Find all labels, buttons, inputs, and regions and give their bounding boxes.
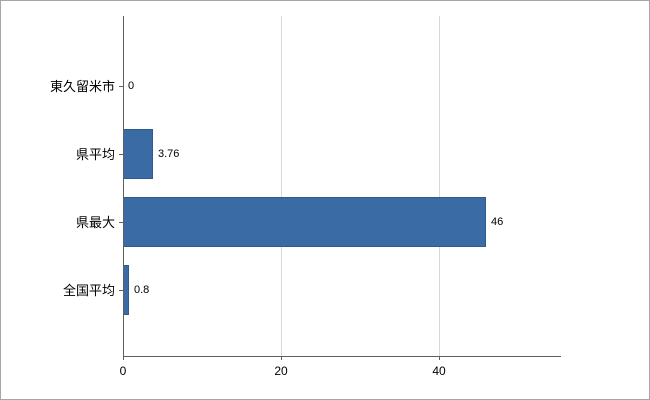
category-label: 県平均: [75, 147, 115, 162]
value-label: 46: [491, 216, 504, 228]
x-tick-label: 20: [274, 364, 288, 378]
bar-2: [123, 129, 153, 179]
value-label: 3.76: [158, 148, 180, 160]
x-tick-label: 0: [119, 364, 127, 378]
category-label: 東久留米市: [49, 79, 115, 94]
x-axis: [123, 356, 561, 357]
x-tick-label: 40: [432, 364, 446, 378]
bar-3: [123, 197, 486, 247]
value-label: 0: [128, 80, 135, 92]
x-tick-mark: [439, 356, 440, 360]
x-tick-mark: [123, 356, 124, 360]
gridline-x40: [439, 16, 440, 356]
y-tick-mark: [119, 154, 123, 155]
category-label: 県最大: [75, 215, 115, 230]
gridline-x20: [281, 16, 282, 356]
y-tick-mark: [119, 290, 123, 291]
y-tick-mark: [119, 222, 123, 223]
value-label: 0.8: [134, 284, 150, 296]
y-tick-mark: [119, 86, 123, 87]
y-axis: [123, 16, 124, 356]
category-label: 全国平均: [62, 283, 115, 298]
x-tick-mark: [281, 356, 282, 360]
